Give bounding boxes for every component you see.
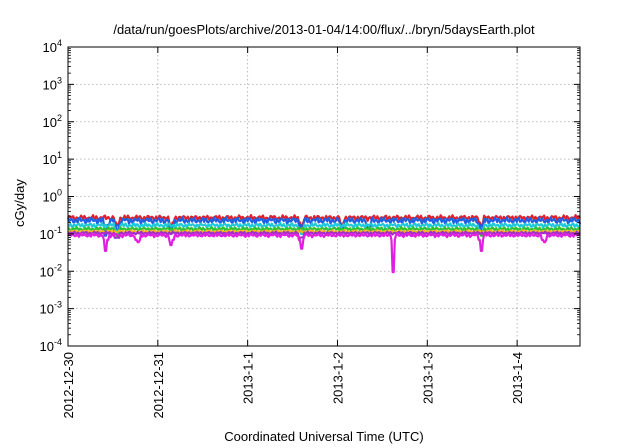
x-tick-label: 2012-12-31 (151, 352, 166, 419)
y-tick-label: 102 (43, 113, 62, 130)
y-tick-label: 104 (43, 38, 62, 55)
y-tick-label: 10-2 (40, 262, 62, 279)
x-tick-label: 2013-1-2 (330, 352, 345, 404)
y-tick-label: 10-3 (40, 300, 62, 317)
y-axis-label: cGy/day (12, 179, 27, 227)
axes: 10-4 10-3 10-2 10-1 100 101 102 103 104 2012-12-3… (40, 38, 581, 419)
series-line (67, 226, 581, 237)
chart-title: /data/run/goesPlots/archive/2013-01-04/1… (113, 22, 535, 37)
x-tick-label: 2013-1-4 (510, 352, 525, 404)
series-line (67, 221, 581, 235)
y-tick-label: 10-1 (40, 225, 62, 242)
y-tick-label: 103 (43, 75, 62, 92)
x-axis-label: Coordinated Universal Time (UTC) (224, 429, 423, 444)
y-tick-label: 101 (43, 150, 62, 167)
grid (68, 47, 580, 346)
x-tick-label: 2013-1-3 (420, 352, 435, 404)
series-line (67, 232, 581, 274)
x-tick-label: 2012-12-30 (61, 352, 76, 419)
y-tick-label: 10-4 (40, 337, 62, 354)
series-line (66, 216, 582, 237)
x-tick-label: 2013-1-1 (241, 352, 256, 404)
series-line (67, 230, 581, 239)
series-group (66, 214, 582, 274)
y-tick-label: 100 (43, 188, 62, 205)
